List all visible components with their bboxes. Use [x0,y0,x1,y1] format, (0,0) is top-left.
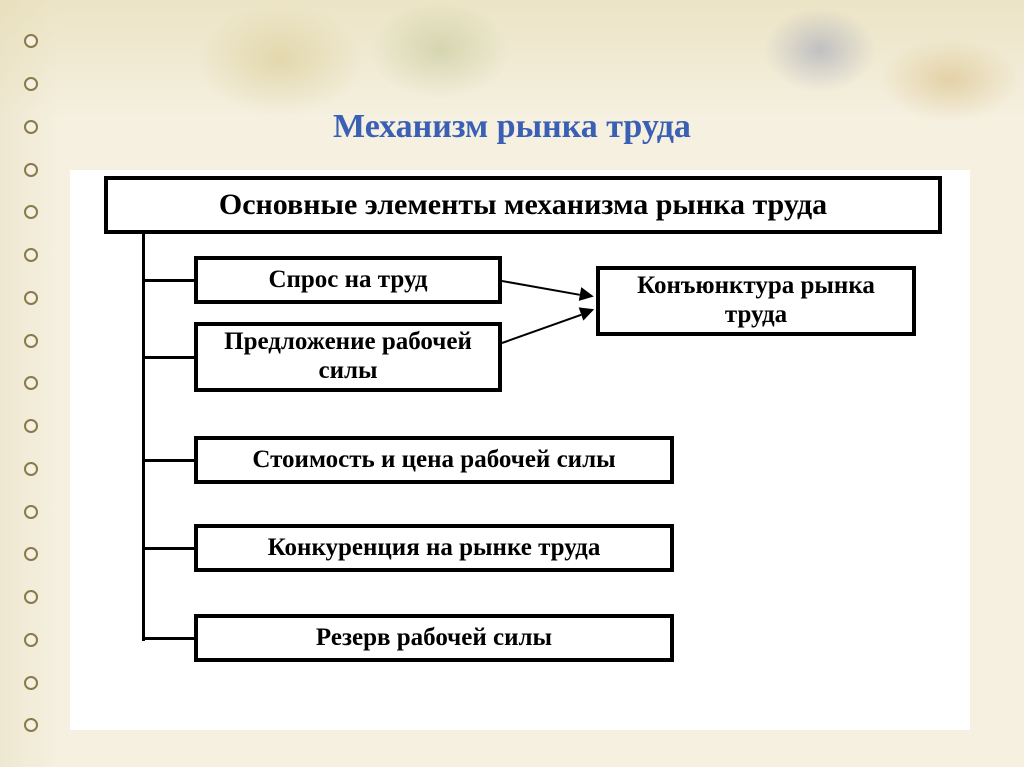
arrow-line-1 [502,314,581,344]
arrow-head-0 [579,287,595,303]
slide-title: Механизм рынка труда [0,108,1024,146]
branch-comp [142,547,194,550]
node-root: Основные элементы механизма рынка труда [104,176,942,234]
branch-supply [142,356,194,359]
arrow-head-1 [578,303,596,321]
node-conj: Конъюнктура рынка труда [596,266,916,336]
node-demand: Спрос на труд [194,256,502,304]
node-supply: Предложение рабочей силы [194,322,502,392]
arrow-line-0 [502,280,581,296]
branch-cost [142,459,194,462]
tree-trunk [142,234,145,641]
diagram-canvas: Основные элементы механизма рынка труда С… [70,170,970,730]
branch-demand [142,279,194,282]
branch-reserve [142,637,194,640]
node-reserve: Резерв рабочей силы [194,614,674,662]
node-comp: Конкуренция на рынке труда [194,524,674,572]
node-cost: Стоимость и цена рабочей силы [194,436,674,484]
